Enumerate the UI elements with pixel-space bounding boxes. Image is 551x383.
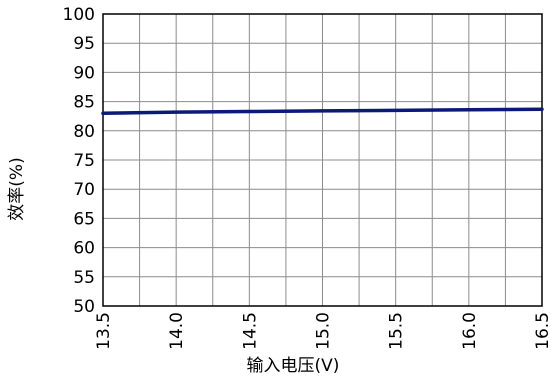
y-tick-labels: 50 55 60 65 70 75 80 85 90 95 100 [63,5,95,317]
grid [103,14,542,306]
x-tick-label: 13.5 [94,312,114,350]
series-layer [101,107,544,116]
y-tick-label: 65 [73,209,95,229]
x-tick-label: 15.5 [387,312,407,350]
y-tick-label: 100 [63,5,95,25]
y-tick-label: 80 [73,122,95,142]
y-tick-label: 90 [73,63,95,83]
y-tick-label: 75 [73,151,95,171]
y-tick-label: 85 [73,93,95,113]
x-tick-label: 16.0 [460,312,480,350]
x-tick-label: 16.5 [533,312,551,350]
x-tick-labels: 13.5 14.0 14.5 15.0 15.5 16.0 16.5 [94,312,551,350]
plot-frame [102,13,543,307]
x-tick-label: 14.0 [167,312,187,350]
y-tick-label: 60 [73,239,95,259]
series-line-efficiency [101,107,544,116]
x-tick-label: 15.0 [314,312,334,350]
y-tick-label: 95 [73,34,95,54]
y-axis-title: 效率(%) [7,157,27,220]
x-tick-label: 14.5 [240,312,260,350]
x-axis-title: 输入电压(V) [247,356,340,376]
y-tick-label: 55 [73,268,95,288]
y-tick-label: 50 [73,297,95,317]
y-tick-label: 70 [73,180,95,200]
